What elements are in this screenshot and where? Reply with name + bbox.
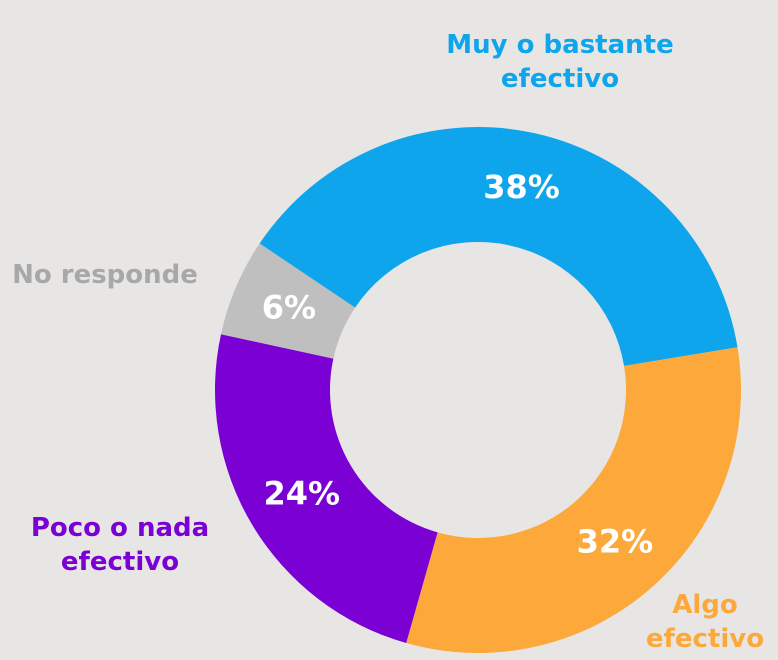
percent-label: 6% — [262, 289, 316, 327]
donut-segment — [220, 243, 356, 359]
donut-segment — [406, 347, 741, 653]
percent-label: 24% — [263, 475, 340, 513]
category-label: Muy o bastante efectivo — [446, 30, 674, 94]
category-label: Poco o nada efectivo — [30, 513, 210, 577]
percent-label: 38% — [483, 168, 560, 206]
percent-label: 32% — [577, 522, 654, 560]
donut-segment — [259, 126, 738, 366]
category-label: Algo efectivo — [645, 590, 765, 654]
category-label: No responde — [12, 260, 198, 290]
donut-segment — [214, 334, 438, 644]
